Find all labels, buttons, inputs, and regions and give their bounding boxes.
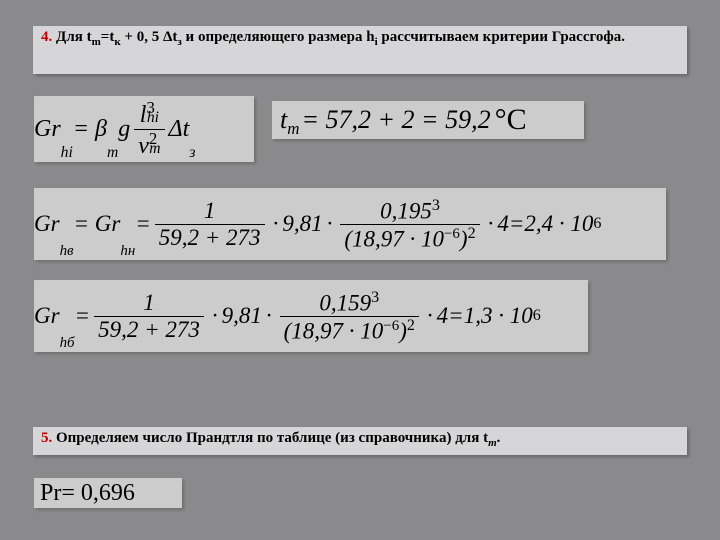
hv-f2ts: 3 (432, 197, 440, 214)
formula-gr-hv: Grhв = Gr hн = 159,2 + 273 · 9,81 · 0,195… (34, 188, 666, 260)
hb-eq: = (75, 303, 91, 329)
hb-f2bs: 2 (407, 317, 415, 334)
formula-gr-hb: Grhб = 159,2 + 273 · 9,81 · 0,1593 (18,9… (34, 280, 588, 352)
step5-t2: . (497, 430, 501, 446)
gr-beta-sub: m (107, 144, 118, 162)
gr-tail-sub: з (189, 144, 195, 162)
hv-f2bs: 2 (468, 225, 476, 242)
step5-s1: m (488, 437, 497, 449)
hv-l1: Gr (34, 211, 60, 237)
hv-l2s: hн (120, 243, 135, 260)
hv-dot2: · (327, 211, 333, 237)
hb-dot1: · (212, 303, 218, 329)
hb-eq2: = (448, 303, 464, 329)
hv-eq: = (135, 211, 151, 237)
step4-t2: =t (101, 29, 115, 45)
hv-f2b2: ) (460, 226, 468, 251)
hv-f2b1: (18,97 · 10 (344, 226, 444, 251)
gr-eq-beta: = β (73, 116, 107, 143)
step5-number: 5. (41, 430, 52, 446)
step4-number: 4. (41, 29, 52, 45)
tm-unit: °C (495, 103, 527, 137)
hv-f2t: 0,195 (380, 198, 432, 223)
hb-res: 1,3 · 10 (464, 303, 533, 329)
gr-g: g (118, 116, 130, 143)
formula-tm: tm = 57,2 + 2 = 59,2 °C (272, 101, 584, 139)
gr-ft-sub: hi (147, 109, 159, 126)
hv-ft: 1 (200, 198, 220, 223)
tm-sub: m (287, 119, 299, 139)
hb-f2b2: ) (399, 318, 407, 343)
hv-f2be: −6 (444, 226, 460, 242)
step5-t1: Определяем число Прандтля по таблице (из… (52, 430, 488, 446)
gr-lhs-sub: hi (61, 144, 73, 162)
tm-rhs: = 57,2 + 2 = 59,2 (301, 105, 490, 135)
gr-lhs: Gr (34, 116, 61, 143)
hv-fb: 59,2 + 273 (155, 224, 265, 250)
hv-g: 9,81 (282, 211, 322, 237)
hb-f2ts: 3 (371, 289, 379, 306)
hv-dot3: · (488, 211, 494, 237)
hv-eq2: = (509, 211, 525, 237)
hb-fb: 59,2 + 273 (94, 316, 204, 342)
pr-lhs: Pr (40, 480, 61, 507)
step5-box: 5. Определяем число Прандтля по таблице … (33, 427, 687, 455)
hb-m4: 4 (437, 303, 449, 329)
hb-ft: 1 (139, 290, 159, 315)
step4-t1: Для t (52, 29, 91, 45)
formula-gr-def: Grhi = βm g l3hi ν2m Δtз (34, 96, 254, 162)
hb-res-exp: 6 (533, 307, 541, 325)
formula-pr: Pr = 0,696 (34, 478, 182, 508)
hb-f2t: 0,159 (319, 290, 371, 315)
hb-g: 9,81 (222, 303, 262, 329)
gr-fb-sub: m (149, 140, 160, 157)
hv-l1s: hв (60, 243, 74, 260)
tm-lhs: t (280, 105, 287, 135)
hv-l2: = Gr (74, 211, 121, 237)
hv-res: 2,4 · 10 (524, 211, 593, 237)
step4-box: 4. Для tm=tк + 0, 5 Δtз и определяющего … (33, 26, 687, 74)
step4-s1: m (92, 36, 101, 48)
hb-l1: Gr (34, 303, 60, 329)
gr-tail: Δt (169, 116, 190, 143)
hv-res-exp: 6 (593, 215, 601, 233)
hb-l1s: hб (60, 335, 75, 352)
hb-dot3: · (427, 303, 433, 329)
hv-m4: 4 (497, 211, 509, 237)
step4-t3: + 0, 5 Δt (121, 29, 178, 45)
step4-t5: рассчитываем критерии Грассгофа. (378, 29, 625, 45)
pr-rhs: = 0,696 (61, 480, 135, 507)
hb-dot2: · (266, 303, 272, 329)
hb-f2be: −6 (383, 318, 399, 334)
hv-dot1: · (273, 211, 279, 237)
gr-fb-pre: ν (138, 133, 149, 159)
hb-f2b1: (18,97 · 10 (284, 318, 384, 343)
step4-t4: и определяющего размера h (182, 29, 375, 45)
